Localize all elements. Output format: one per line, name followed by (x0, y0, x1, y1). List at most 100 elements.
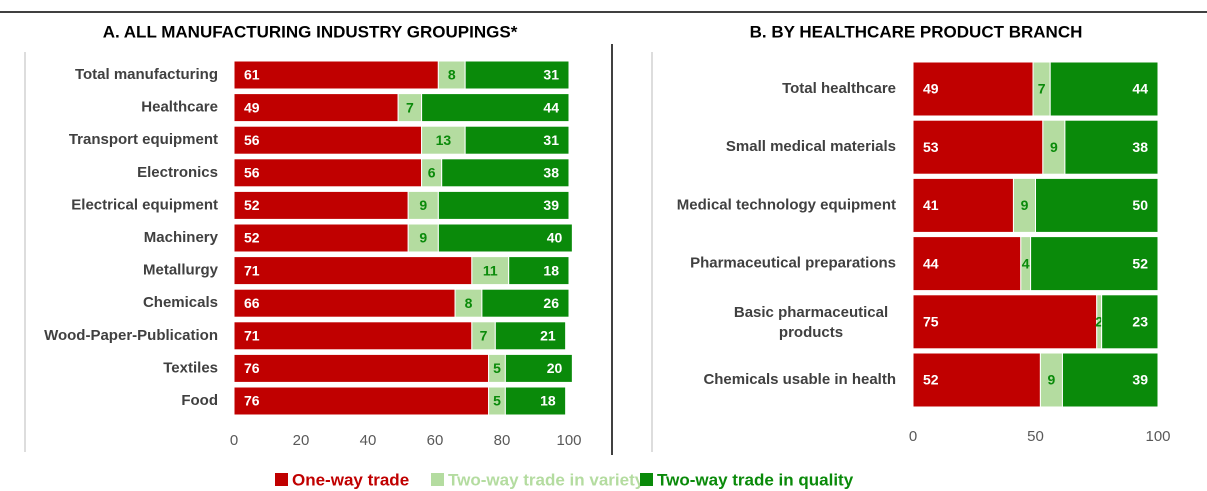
value-label: 9 (419, 230, 427, 246)
bar-segment (421, 125, 466, 155)
category-label: Medical technology equipment (677, 196, 896, 213)
value-label: 52 (923, 372, 939, 388)
category-label: Pharmaceutical preparations (690, 255, 896, 272)
bar-segment (233, 125, 423, 155)
value-label: 44 (543, 99, 559, 115)
category-label: Healthcare (141, 99, 218, 116)
value-label: 75 (923, 314, 939, 330)
bar-segment (407, 223, 439, 253)
legend-label: One-way trade (292, 470, 409, 489)
value-label: 39 (1132, 372, 1148, 388)
category-line: Basic pharmaceutical (734, 304, 888, 321)
bar-segment (494, 321, 567, 351)
legend-swatch (640, 473, 653, 486)
x-tick-label: 40 (360, 432, 377, 449)
bar-segment (1101, 294, 1159, 350)
value-label: 18 (543, 262, 559, 278)
category-line: products (779, 324, 843, 341)
bar-segment (437, 60, 466, 90)
value-label: 7 (480, 328, 488, 344)
value-label: 21 (540, 328, 556, 344)
x-tick-label: 50 (1027, 428, 1044, 445)
x-tick-label: 100 (1145, 428, 1170, 445)
bar-segment (464, 125, 570, 155)
bar-segment (233, 288, 456, 318)
category-label: Chemicals usable in health (703, 371, 896, 388)
value-label: 23 (1132, 314, 1148, 330)
value-label: 5 (493, 393, 501, 409)
legend-swatch (431, 473, 444, 486)
value-label: 8 (448, 67, 456, 83)
category-label: Machinery (144, 229, 219, 246)
bar-segment (233, 353, 490, 383)
value-label: 56 (244, 165, 260, 181)
bar-segment (912, 177, 1014, 233)
value-label: 18 (540, 393, 556, 409)
bar-segment (1049, 61, 1159, 117)
bar-segment (441, 158, 570, 188)
category-label: Electronics (137, 164, 218, 181)
category-label: Chemicals (143, 294, 218, 311)
legend-label: Two-way trade in variety (448, 470, 645, 489)
value-label: 71 (244, 262, 260, 278)
bar-segment (233, 60, 439, 90)
x-tick-label: 100 (556, 432, 581, 449)
legend-swatch (275, 473, 288, 486)
value-label: 38 (1132, 139, 1148, 155)
bar-segment (1035, 177, 1159, 233)
value-label: 53 (923, 139, 939, 155)
value-label: 40 (547, 230, 563, 246)
value-label: 2 (1095, 314, 1103, 330)
bar-segment (437, 223, 573, 253)
bar-segment (407, 190, 439, 220)
category-label: Metallurgy (143, 262, 219, 279)
value-label: 13 (436, 132, 452, 148)
chart-title: A. ALL MANUFACTURING INDUSTRY GROUPINGS* (103, 22, 518, 41)
value-label: 26 (543, 295, 559, 311)
value-label: 56 (244, 132, 260, 148)
value-label: 49 (244, 99, 260, 115)
x-tick-label: 0 (230, 432, 238, 449)
value-label: 52 (244, 230, 260, 246)
value-label: 44 (923, 255, 939, 271)
category-label: Total healthcare (782, 80, 896, 97)
x-tick-label: 20 (293, 432, 310, 449)
bar-segment (504, 353, 573, 383)
value-label: 6 (428, 165, 436, 181)
bar-segment (1061, 352, 1159, 408)
value-label: 7 (1038, 81, 1046, 97)
value-label: 52 (244, 197, 260, 213)
category-label: Food (181, 392, 218, 409)
category-label: Basic pharmaceutical products (734, 304, 888, 341)
bar-segment (912, 352, 1041, 408)
value-label: 41 (923, 197, 939, 213)
bar-segment (1064, 119, 1159, 175)
x-tick-label: 80 (494, 432, 511, 449)
value-label: 4 (1022, 255, 1030, 271)
value-label: 76 (244, 360, 260, 376)
value-label: 5 (493, 360, 501, 376)
bar-segment (421, 93, 570, 123)
category-label: Small medical materials (726, 138, 896, 155)
bar-segment (233, 321, 473, 351)
value-label: 8 (465, 295, 473, 311)
bar-segment (912, 294, 1098, 350)
category-label: Electrical equipment (71, 196, 218, 213)
value-label: 31 (543, 132, 559, 148)
bar-segment (233, 256, 473, 286)
category-label: Wood-Paper-Publication (44, 327, 218, 344)
value-label: 20 (547, 360, 563, 376)
value-label: 50 (1132, 197, 1148, 213)
bar-segment (464, 60, 570, 90)
category-label: Transport equipment (69, 131, 218, 148)
value-label: 7 (406, 99, 414, 115)
category-label: Textiles (163, 359, 218, 376)
value-label: 49 (923, 81, 939, 97)
value-label: 52 (1132, 255, 1148, 271)
value-label: 38 (543, 165, 559, 181)
bar-segment (508, 256, 570, 286)
value-label: 9 (1048, 372, 1056, 388)
bar-segment (233, 223, 409, 253)
bar-segment (504, 386, 567, 416)
